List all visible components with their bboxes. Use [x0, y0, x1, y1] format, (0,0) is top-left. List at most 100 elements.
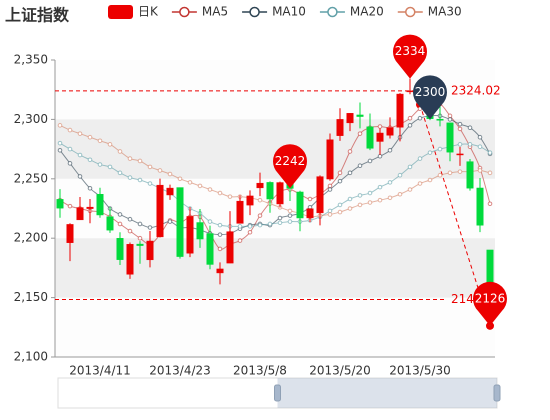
ma-point — [477, 134, 483, 140]
candle-body — [476, 187, 484, 226]
ma-point — [127, 175, 133, 180]
legend-label: MA20 — [350, 5, 384, 19]
ma-point — [247, 224, 253, 229]
ma-point — [257, 222, 263, 228]
ma-point — [377, 153, 383, 159]
legend-label: MA10 — [272, 5, 306, 19]
ma-point — [77, 152, 83, 158]
ma-point — [167, 219, 173, 224]
zoom-handle[interactable] — [274, 384, 281, 402]
candle-body — [356, 114, 364, 117]
candle-body — [66, 224, 74, 243]
ma-point — [447, 113, 453, 119]
candle-body — [446, 122, 454, 153]
ma-point — [387, 147, 393, 153]
legend-label: MA5 — [202, 5, 228, 19]
ma-point — [67, 127, 73, 133]
ma-point — [427, 177, 433, 183]
candle-body — [316, 176, 324, 214]
ma-point — [207, 187, 213, 192]
ma-point — [137, 221, 143, 227]
legend-icon — [327, 6, 338, 18]
ma-point — [437, 172, 443, 178]
mark-pin — [272, 144, 307, 189]
ma-point — [287, 213, 293, 218]
candle-body — [186, 216, 194, 254]
candle-body — [116, 238, 124, 260]
zoom-handle[interactable] — [493, 384, 501, 402]
ma-point — [377, 197, 383, 203]
ma-point — [127, 228, 133, 234]
candle-body — [226, 231, 234, 264]
candle-body — [106, 216, 114, 231]
ma-point — [367, 200, 373, 205]
x-tick-label: 2013/4/23 — [149, 364, 211, 378]
y-tick-label: 2,150 — [14, 290, 48, 304]
candle-body — [96, 194, 104, 216]
ma-point — [337, 209, 343, 215]
mark-pin-label: 2126 — [475, 291, 506, 305]
ma-point — [227, 194, 233, 199]
candle-body — [456, 153, 464, 156]
ma-point — [457, 121, 463, 127]
mark-line-diagonal — [419, 104, 491, 327]
ma-point — [367, 190, 373, 196]
ma-point — [357, 131, 363, 136]
ma-point — [467, 142, 473, 147]
ma-point — [237, 224, 243, 229]
mark-line-label: 2324.02 — [451, 83, 501, 97]
ma-point — [397, 172, 403, 178]
y-tick-label: 2,100 — [14, 350, 48, 364]
ma-point — [57, 147, 63, 153]
ma-point — [377, 124, 383, 129]
ma-point — [147, 225, 153, 230]
ma-point — [57, 140, 63, 146]
ma-point — [407, 123, 413, 128]
candle-body — [126, 244, 134, 275]
candle-body — [216, 268, 224, 274]
mark-pin — [393, 34, 427, 79]
candle-body — [346, 113, 354, 124]
ma-point — [407, 115, 413, 121]
ma-point — [107, 164, 113, 170]
ma-point — [187, 180, 193, 185]
candle-body — [376, 132, 384, 142]
legend-label: MA30 — [428, 5, 462, 19]
ma-point — [217, 222, 223, 228]
ma-point — [477, 144, 483, 150]
ma-point — [67, 146, 73, 152]
ma-point — [337, 170, 343, 176]
ma-point — [67, 161, 73, 166]
candle-body — [146, 240, 154, 261]
y-tick-label: 2,200 — [14, 231, 48, 245]
ma-point — [217, 246, 223, 252]
ma-point — [177, 176, 183, 182]
candle-body — [166, 187, 174, 196]
ma-point — [387, 180, 393, 185]
ma-point — [197, 183, 203, 189]
ma-point — [307, 196, 313, 202]
ma-point — [447, 117, 453, 122]
ma-point — [207, 219, 213, 224]
ma-point — [337, 178, 343, 184]
legend-label: 日K — [138, 5, 159, 19]
y-tick-label: 2,250 — [14, 171, 48, 185]
ma-point — [127, 216, 133, 222]
split-area — [55, 178, 495, 239]
ma-point — [467, 125, 473, 131]
ma-point — [377, 184, 383, 190]
ma-point — [327, 208, 333, 214]
ma-point — [257, 213, 263, 218]
ma-point — [337, 202, 343, 208]
ma-point — [87, 157, 93, 163]
ma-point — [77, 174, 83, 179]
candle-body — [246, 195, 254, 206]
ma-point — [427, 150, 433, 155]
ma-point — [107, 142, 113, 147]
candle-body — [396, 93, 404, 128]
candle-body — [86, 206, 94, 209]
ma-point — [257, 197, 263, 203]
ma-point — [217, 232, 223, 237]
ma-point — [357, 202, 363, 208]
